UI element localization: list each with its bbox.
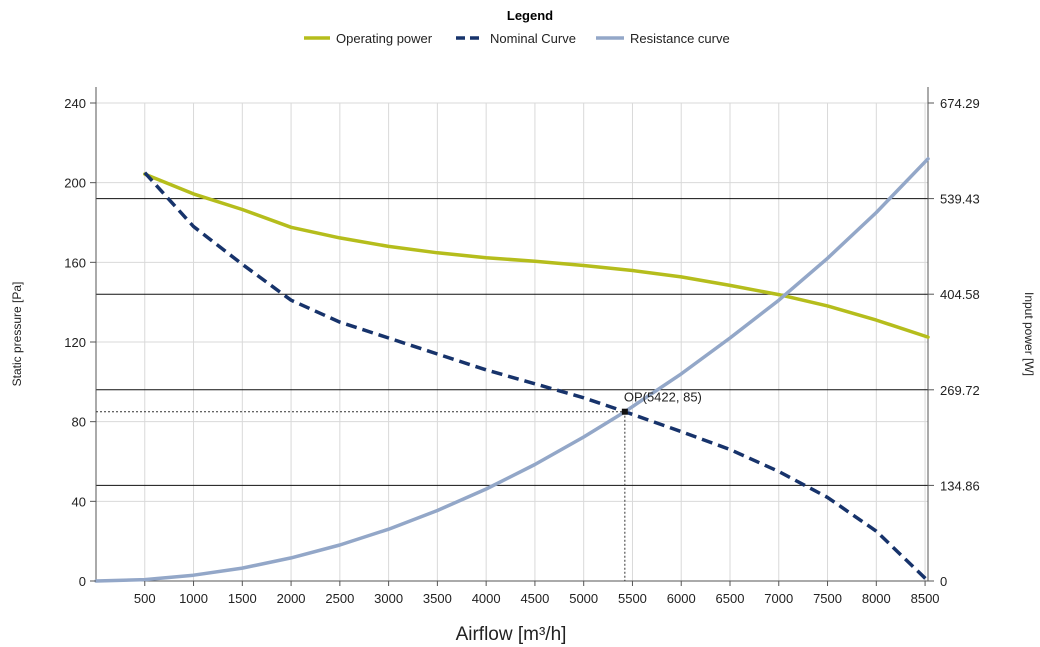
y-tick-label: 160	[64, 255, 86, 270]
x-axis-title: Airflow [m³/h]	[456, 624, 567, 645]
op-marker	[621, 408, 628, 415]
x-tick-label: 4500	[520, 591, 549, 606]
legend: Operating power Nominal Curve Resistance…	[304, 31, 730, 46]
y2-axis-title: Input power [W]	[1022, 292, 1036, 376]
x-tick-label: 3500	[423, 591, 452, 606]
x-tick-label: 4000	[472, 591, 501, 606]
legend-entry-nominal-curve: Nominal Curve	[490, 31, 576, 46]
y2-tick-label: 134.86	[940, 478, 980, 493]
y-tick-label: 80	[72, 415, 86, 430]
y-tick-label: 200	[64, 176, 86, 191]
legend-entry-resistance-curve: Resistance curve	[630, 31, 730, 46]
x-tick-label: 7000	[764, 591, 793, 606]
series-nominal-curve	[143, 171, 930, 583]
legend-title: Legend	[507, 8, 553, 23]
x-tick-label: 7500	[813, 591, 842, 606]
y2-tick-label: 404.58	[940, 287, 980, 302]
y-tick-label: 0	[79, 574, 86, 589]
x-tick-label: 5500	[618, 591, 647, 606]
x-tick-label: 8500	[911, 591, 940, 606]
x-tick-label: 3000	[374, 591, 403, 606]
op-label: OP(5422, 85)	[624, 390, 702, 405]
x-tick-label: 6000	[667, 591, 696, 606]
x-tick-label: 6500	[716, 591, 745, 606]
x-tick-label: 1500	[228, 591, 257, 606]
y-tick-label: 40	[72, 494, 86, 509]
x-tick-label: 5000	[569, 591, 598, 606]
y-tick-label: 120	[64, 335, 86, 350]
series-resistance-curve	[94, 157, 930, 583]
y2-tick-label: 539.43	[940, 192, 980, 207]
x-tick-label: 8000	[862, 591, 891, 606]
x-tick-label: 1000	[179, 591, 208, 606]
y2-tick-label: 269.72	[940, 383, 980, 398]
series-operating-power	[143, 172, 930, 339]
x-tick-label: 500	[134, 591, 156, 606]
y-tick-label: 240	[64, 96, 86, 111]
legend-entry-operating-power: Operating power	[336, 31, 433, 46]
y-axis-title: Static pressure [Pa]	[10, 282, 24, 387]
y2-tick-label: 674.29	[940, 96, 980, 111]
x-tick-label: 2500	[325, 591, 354, 606]
x-tick-label: 2000	[277, 591, 306, 606]
y2-tick-label: 0	[940, 574, 947, 589]
